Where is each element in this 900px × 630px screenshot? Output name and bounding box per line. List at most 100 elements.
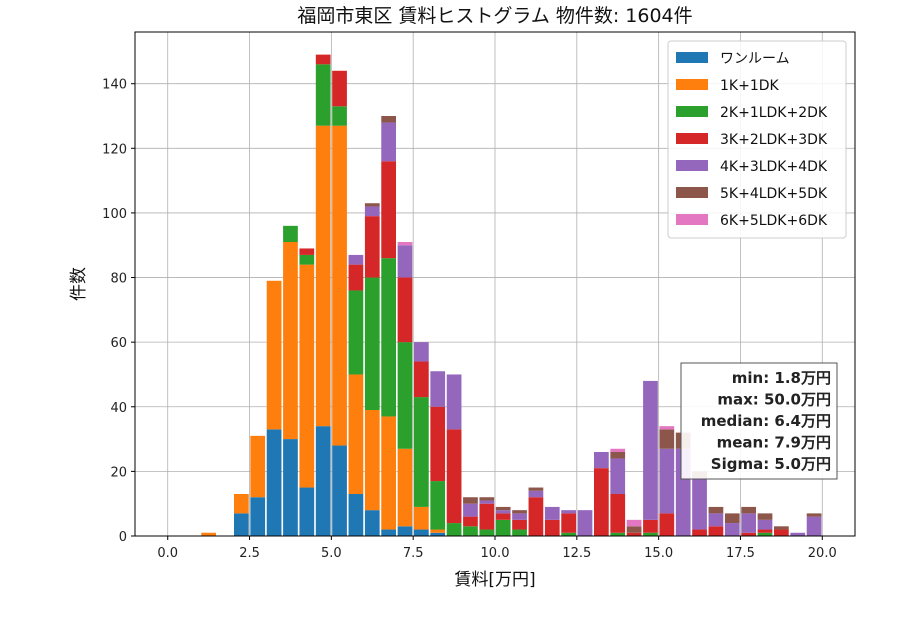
bar-segment [397,245,413,278]
bar-segment [430,529,446,533]
bar-segment [283,242,298,440]
x-tick-label: 5.0 [321,546,342,561]
bar-segment [234,513,249,536]
legend-frame [667,40,847,239]
stats-line: max: 50.0万円 [717,391,831,409]
stats-line: median: 6.4万円 [701,412,831,430]
legend-swatch [676,106,708,117]
bar-segment [430,481,446,530]
legend-swatch [676,133,708,144]
x-tick-label: 10.0 [481,546,510,561]
bar-segment [381,161,396,259]
legend-label: ワンルーム [720,51,790,67]
legend: ワンルーム 1K+1DK 2K+1LDK+2DK 3K+2LDK+3DK 4K+3LDK… [667,40,847,239]
y-axis-label: 件数 [69,267,89,301]
legend-swatch [676,187,708,198]
bar-segment [512,513,527,520]
bar-segment [610,532,626,536]
x-tick-label: 0.0 [157,546,178,561]
legend-swatch [676,79,708,90]
bar-segment [790,532,806,536]
bar-segment [414,506,429,530]
bar-segment [266,280,282,430]
bar-segment [626,526,642,533]
legend-label: 6K+5LDK+6DK [720,213,828,229]
x-tick-label: 7.5 [403,546,424,561]
bar-segment [397,342,413,449]
bar-segment [806,516,822,536]
bar-segment [299,254,315,265]
bar-segment [381,116,396,123]
y-axis-ticks: 0 20 40 60 80 100 120 140 [102,78,135,545]
bar-segment [659,513,675,536]
bar-segment [397,526,413,536]
bar-segment [299,264,315,488]
bar-segment [659,429,675,449]
legend-label: 4K+3LDK+4DK [720,159,828,175]
bar-segment [381,258,396,417]
stats-line: min: 1.8万円 [732,369,831,387]
bar-segment [561,510,576,514]
bar-segment [806,513,822,517]
bar-segment [446,374,462,430]
bar-segment [332,70,347,107]
bar-segment [512,510,527,514]
legend-label: 1K+1DK [720,78,780,94]
x-tick-label: 12.5 [562,546,591,561]
legend-swatch [676,52,708,63]
bar-segment [610,458,626,494]
y-tick-label: 100 [102,207,127,222]
bar-segment [364,203,380,207]
bar-segment [250,497,266,536]
bar-segment [561,532,576,536]
bar-segment [299,248,315,255]
bar-segment [348,290,364,375]
bar-segment [561,513,576,533]
bar-segment [479,497,495,501]
bar-segment [332,445,347,536]
bar-segment [364,206,380,217]
bar-segment [643,380,658,520]
bar-segment [463,526,478,536]
bar-segment [512,529,527,536]
bar-segment [724,523,740,536]
bar-segment [315,64,331,126]
bar-segment [332,125,347,446]
bar-segment [479,503,495,530]
stats-line: Sigma: 5.0万円 [711,455,831,473]
bar-segment [544,519,560,536]
bar-segment [381,122,396,162]
bar-segment [463,503,478,517]
bar-segment [463,497,478,504]
bar-segment [659,426,675,430]
bar-segment [430,532,446,536]
bar-segment [250,435,266,498]
bar-segment [299,487,315,536]
bar-segment [594,452,609,469]
y-tick-label: 60 [110,336,127,351]
bar-segment [397,277,413,343]
bar-segment [495,519,511,536]
bar-segment [381,416,396,530]
bar-segment [741,532,756,536]
y-tick-label: 80 [110,272,127,287]
stats-box: min: 1.8万円 max: 50.0万円 median: 6.4万円 mean: … [680,362,838,480]
bar-segment [643,532,658,536]
bar-segment [283,225,298,242]
bar-segment [774,529,789,536]
bar-segment [315,125,331,427]
x-tick-label: 17.5 [726,546,755,561]
bar-segment [528,487,544,491]
bar-segment [283,439,298,536]
y-tick-label: 40 [110,401,127,416]
bar-segment [512,519,527,530]
y-tick-label: 140 [102,78,127,93]
bar-segment [266,429,282,536]
bar-segment [348,494,364,536]
x-tick-label: 20.0 [808,546,837,561]
bar-segment [544,506,560,520]
legend-swatch [676,214,708,225]
bar-segment [397,448,413,527]
bar-segment [610,448,626,452]
